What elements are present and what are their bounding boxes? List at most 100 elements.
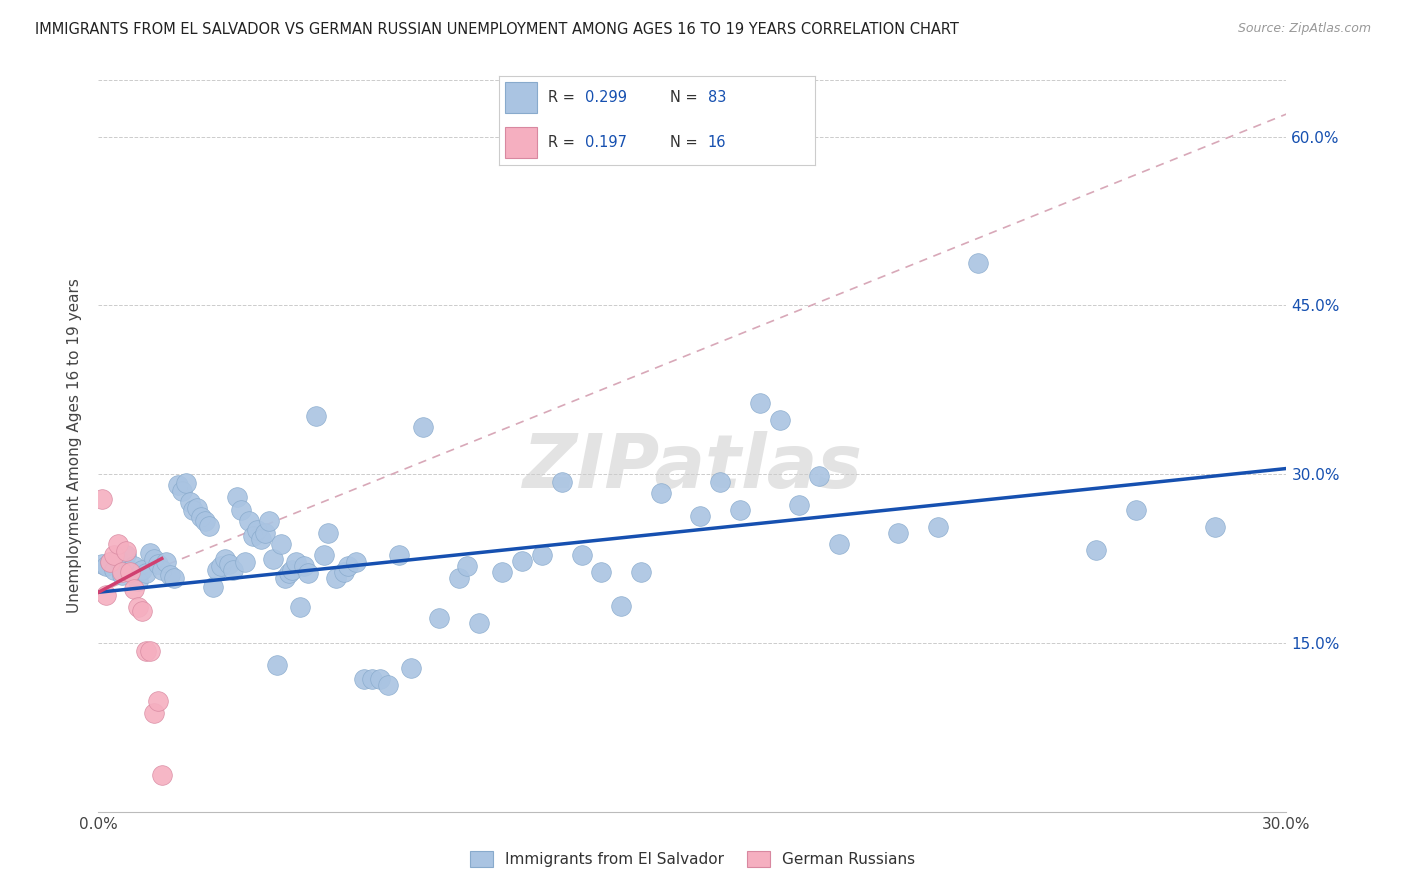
Point [368, 672, 391, 686]
Point [828, 537, 851, 551]
Point [242, 529, 264, 543]
Point [610, 599, 633, 613]
Point [270, 537, 292, 551]
FancyBboxPatch shape [506, 127, 537, 158]
Point [179, 495, 201, 509]
Point [115, 548, 138, 562]
Point [111, 565, 134, 579]
Point [1125, 503, 1147, 517]
Point [159, 568, 181, 582]
Point [966, 255, 988, 269]
Point [491, 565, 513, 579]
Point [139, 546, 162, 560]
Point [305, 409, 328, 423]
Point [222, 563, 245, 577]
Point [388, 548, 411, 562]
Point [246, 524, 269, 538]
Text: 0.197: 0.197 [585, 135, 627, 150]
Point [194, 515, 217, 529]
Point [186, 500, 208, 515]
Point [887, 525, 910, 540]
Point [146, 694, 169, 708]
Point [353, 672, 375, 686]
Point [650, 486, 672, 500]
Point [96, 559, 118, 574]
Point [163, 571, 186, 585]
Point [207, 563, 229, 577]
Point [257, 515, 280, 529]
Point [226, 490, 249, 504]
Point [290, 599, 312, 614]
Point [98, 555, 121, 569]
Point [170, 483, 193, 498]
Point [135, 566, 157, 581]
Legend: Immigrants from El Salvador, German Russians: Immigrants from El Salvador, German Russ… [464, 846, 921, 873]
Point [131, 563, 153, 577]
Point [281, 563, 304, 577]
Text: R =: R = [548, 135, 585, 150]
Point [285, 555, 308, 569]
Point [209, 559, 232, 574]
Point [111, 568, 134, 582]
Text: N =: N = [669, 135, 702, 150]
FancyBboxPatch shape [506, 82, 537, 113]
Point [377, 677, 399, 691]
Point [325, 571, 347, 585]
Point [689, 508, 711, 523]
Point [447, 571, 470, 585]
Point [103, 548, 125, 562]
Point [146, 557, 169, 571]
Point [96, 588, 118, 602]
Point [456, 559, 478, 574]
Point [150, 563, 173, 577]
Point [198, 519, 221, 533]
Point [551, 475, 574, 489]
Point [591, 565, 613, 579]
Point [748, 132, 770, 146]
Point [333, 565, 356, 579]
Point [427, 611, 450, 625]
Point [120, 563, 142, 577]
Point [218, 557, 240, 571]
Point [233, 555, 256, 569]
Point [336, 559, 359, 574]
Point [314, 548, 336, 562]
Point [142, 551, 165, 566]
Point [155, 555, 177, 569]
Point [107, 551, 129, 566]
Point [768, 413, 790, 427]
Point [467, 615, 489, 630]
Point [127, 574, 149, 588]
Point [238, 515, 260, 529]
Point [808, 469, 831, 483]
Point [571, 548, 593, 562]
Y-axis label: Unemployment Among Ages 16 to 19 years: Unemployment Among Ages 16 to 19 years [67, 278, 83, 614]
Point [1204, 520, 1226, 534]
Point [748, 396, 770, 410]
Point [530, 548, 553, 562]
Point [229, 503, 252, 517]
Text: 0.299: 0.299 [585, 90, 627, 105]
Point [122, 582, 145, 596]
Point [183, 503, 205, 517]
Point [190, 509, 212, 524]
Point [142, 706, 165, 720]
Point [277, 566, 299, 581]
Point [316, 525, 339, 540]
Point [273, 571, 295, 585]
Text: 83: 83 [707, 90, 727, 105]
Point [344, 555, 367, 569]
Point [292, 559, 315, 574]
Point [728, 503, 751, 517]
Point [91, 557, 114, 571]
Point [360, 672, 382, 686]
Point [401, 661, 423, 675]
Point [166, 478, 188, 492]
Point [202, 580, 225, 594]
Point [150, 767, 173, 781]
Point [139, 644, 162, 658]
Point [262, 551, 284, 566]
Point [249, 533, 271, 547]
Point [510, 554, 533, 568]
Point [253, 525, 276, 540]
